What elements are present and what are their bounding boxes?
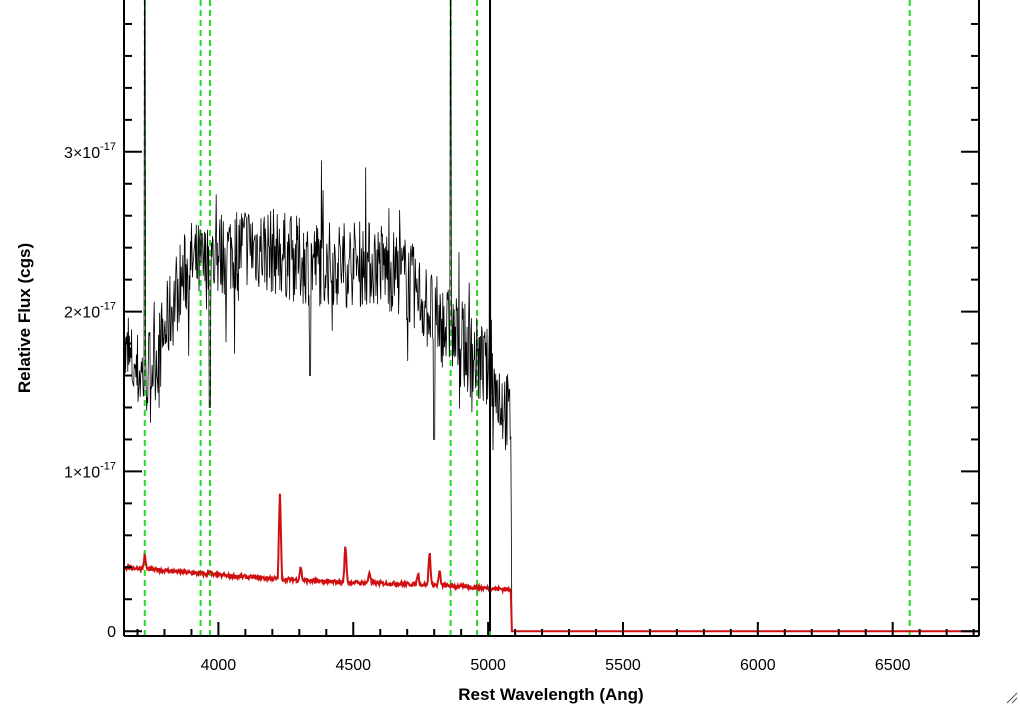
- x-tick-label: 5500: [605, 657, 641, 674]
- x-axis-title: Rest Wavelength (Ang): [458, 685, 643, 704]
- flux-spectrum-line: [124, 0, 979, 632]
- reference-lines: [143, 0, 911, 636]
- axes: [123, 0, 980, 637]
- y-tick-label: 1×10-17: [64, 460, 116, 481]
- x-tick-label: 5000: [470, 657, 506, 674]
- x-tick-labels: 4000 4500 5000 5500 6000 6500: [201, 657, 911, 674]
- x-tick-label: 6500: [875, 657, 911, 674]
- tick-marks: [124, 22, 979, 636]
- y-tick-label: 0: [107, 624, 116, 641]
- x-tick-label: 6000: [740, 657, 776, 674]
- y-tick-labels: 0 1×10-17 2×10-17 3×10-17: [64, 141, 116, 641]
- y-tick-label: 3×10-17: [64, 141, 116, 162]
- y-axis-title: Relative Flux (cgs): [15, 243, 34, 393]
- x-tick-label: 4000: [201, 657, 237, 674]
- plot-area: [124, 0, 979, 636]
- x-tick-label: 4500: [335, 657, 371, 674]
- resize-grip-icon[interactable]: [1004, 690, 1018, 704]
- model-spectrum-line: [124, 493, 979, 633]
- y-tick-label: 2×10-17: [64, 301, 116, 322]
- data-series: [124, 0, 979, 633]
